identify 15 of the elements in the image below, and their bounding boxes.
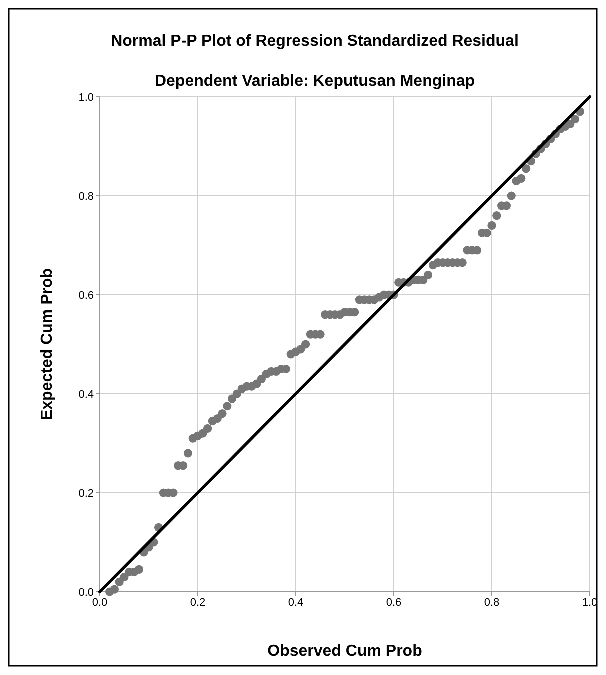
y-tick-label: 0.2: [78, 488, 94, 500]
chart-subtitle: Dependent Variable: Keputusan Menginap: [154, 73, 476, 90]
x-axis-title: Observed Cum Prob: [268, 643, 423, 660]
x-tick-label: 0.2: [190, 597, 206, 609]
x-tick-label: 0.8: [484, 597, 500, 609]
y-tick-label: 0.6: [78, 290, 94, 302]
x-tick-label: 0.0: [92, 597, 108, 609]
x-tick-label: 0.4: [288, 597, 304, 609]
y-tick-label: 0.0: [78, 587, 94, 599]
chart-title: Normal P-P Plot of Regression Standardized Residual: [111, 33, 519, 50]
y-tick-label: 0.8: [78, 191, 94, 203]
y-axis-title: Expected Cum Prob: [39, 268, 56, 421]
y-tick-label: 0.4: [78, 389, 94, 401]
x-tick-label: 0.6: [386, 597, 402, 609]
y-tick-label: 1.0: [78, 92, 94, 104]
